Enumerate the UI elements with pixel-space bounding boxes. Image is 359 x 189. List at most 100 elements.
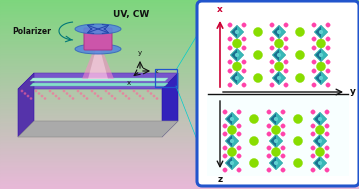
Circle shape bbox=[228, 37, 232, 41]
Bar bbox=[0, 113, 359, 115]
Bar bbox=[0, 42, 359, 44]
FancyBboxPatch shape bbox=[84, 28, 112, 50]
Circle shape bbox=[284, 37, 288, 41]
Circle shape bbox=[58, 98, 60, 99]
Circle shape bbox=[80, 93, 82, 94]
Bar bbox=[0, 94, 359, 96]
Circle shape bbox=[147, 90, 149, 92]
Circle shape bbox=[281, 110, 285, 114]
Circle shape bbox=[35, 90, 37, 92]
Circle shape bbox=[267, 110, 271, 114]
Circle shape bbox=[30, 98, 32, 99]
Polygon shape bbox=[270, 135, 276, 147]
Circle shape bbox=[97, 95, 99, 97]
Circle shape bbox=[275, 39, 284, 48]
Bar bbox=[0, 181, 359, 183]
Polygon shape bbox=[230, 48, 244, 62]
Polygon shape bbox=[226, 135, 232, 147]
Polygon shape bbox=[226, 113, 232, 125]
Polygon shape bbox=[18, 73, 178, 89]
Circle shape bbox=[44, 98, 46, 99]
Bar bbox=[0, 17, 359, 19]
Bar bbox=[0, 149, 359, 151]
Circle shape bbox=[278, 77, 280, 79]
FancyBboxPatch shape bbox=[197, 1, 359, 186]
Circle shape bbox=[294, 115, 303, 123]
Polygon shape bbox=[18, 73, 34, 137]
Circle shape bbox=[228, 60, 232, 64]
Circle shape bbox=[294, 136, 303, 146]
Bar bbox=[0, 28, 359, 30]
Polygon shape bbox=[315, 49, 321, 61]
Bar bbox=[0, 44, 359, 46]
Circle shape bbox=[318, 162, 321, 164]
Bar bbox=[0, 100, 359, 102]
Circle shape bbox=[153, 95, 155, 97]
Circle shape bbox=[230, 140, 233, 142]
Polygon shape bbox=[314, 25, 328, 39]
Circle shape bbox=[326, 23, 330, 27]
Circle shape bbox=[223, 168, 227, 172]
Bar bbox=[0, 48, 359, 50]
Polygon shape bbox=[313, 112, 327, 126]
Bar bbox=[0, 118, 359, 120]
Bar bbox=[0, 179, 359, 181]
Bar bbox=[0, 121, 359, 123]
Bar bbox=[0, 177, 359, 180]
Bar bbox=[0, 157, 359, 159]
Circle shape bbox=[125, 95, 127, 97]
Bar bbox=[0, 160, 359, 162]
Polygon shape bbox=[313, 134, 327, 148]
Circle shape bbox=[223, 110, 227, 114]
Circle shape bbox=[275, 118, 278, 120]
Circle shape bbox=[38, 93, 40, 94]
Bar bbox=[0, 163, 359, 165]
Circle shape bbox=[228, 147, 237, 156]
Bar bbox=[0, 11, 359, 13]
Circle shape bbox=[271, 125, 280, 135]
Bar bbox=[0, 107, 359, 109]
Bar bbox=[0, 4, 359, 6]
Bar bbox=[0, 37, 359, 39]
Bar bbox=[0, 115, 359, 117]
Circle shape bbox=[284, 46, 288, 50]
Circle shape bbox=[267, 146, 271, 150]
Text: x: x bbox=[217, 5, 223, 14]
Bar bbox=[0, 78, 359, 80]
Circle shape bbox=[253, 50, 262, 60]
Circle shape bbox=[128, 98, 130, 99]
Circle shape bbox=[253, 74, 262, 83]
Polygon shape bbox=[231, 49, 237, 61]
Circle shape bbox=[250, 136, 258, 146]
Bar bbox=[0, 173, 359, 175]
Polygon shape bbox=[230, 25, 244, 39]
Polygon shape bbox=[315, 26, 321, 38]
Bar bbox=[0, 63, 359, 65]
Text: x: x bbox=[127, 80, 131, 86]
Circle shape bbox=[91, 90, 93, 92]
Circle shape bbox=[228, 83, 232, 87]
Polygon shape bbox=[269, 112, 283, 126]
Bar bbox=[0, 138, 359, 140]
Circle shape bbox=[325, 132, 329, 136]
Bar bbox=[0, 86, 359, 88]
Bar bbox=[0, 119, 359, 121]
Bar bbox=[0, 51, 359, 53]
Circle shape bbox=[267, 124, 271, 128]
Bar bbox=[0, 152, 359, 154]
Circle shape bbox=[311, 146, 315, 150]
Bar bbox=[0, 45, 359, 47]
Circle shape bbox=[77, 90, 79, 92]
Polygon shape bbox=[225, 112, 239, 126]
Circle shape bbox=[119, 90, 121, 92]
Bar bbox=[0, 96, 359, 98]
Polygon shape bbox=[225, 156, 239, 170]
Bar bbox=[0, 39, 359, 41]
Polygon shape bbox=[269, 156, 283, 170]
Circle shape bbox=[66, 93, 68, 94]
Bar bbox=[0, 80, 359, 82]
Circle shape bbox=[250, 115, 258, 123]
Circle shape bbox=[294, 159, 303, 167]
Circle shape bbox=[111, 95, 113, 97]
Polygon shape bbox=[231, 72, 237, 84]
